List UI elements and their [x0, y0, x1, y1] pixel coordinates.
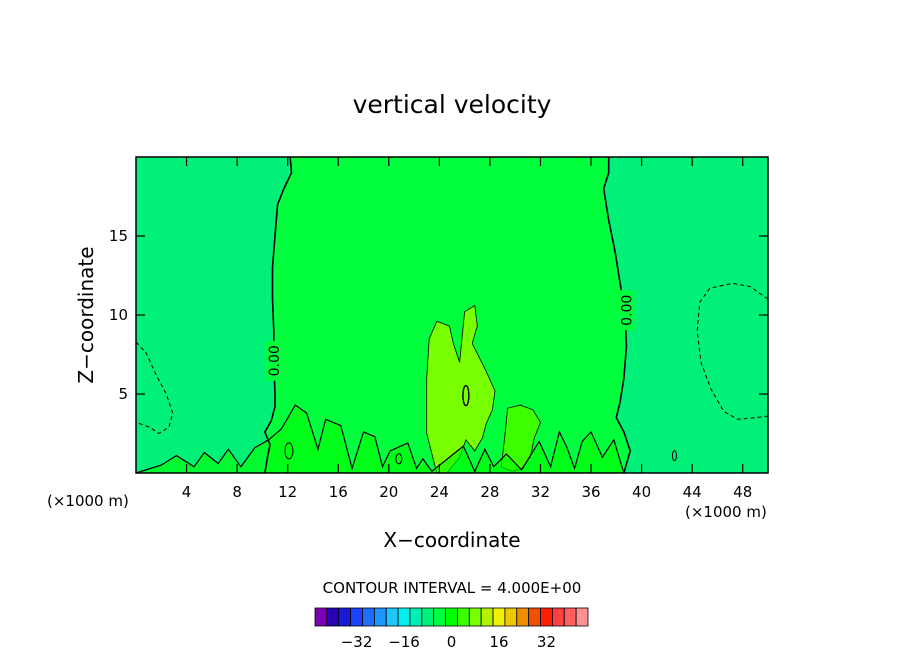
- closed-contour-small: [395, 453, 403, 465]
- x-tick-label: 8: [232, 483, 242, 501]
- x-tick-label: 36: [581, 483, 600, 501]
- colorbar-labels: −32 −16 0 16 32: [341, 633, 556, 651]
- colorbar-swatch: [528, 607, 541, 627]
- plot-area: [135, 157, 769, 474]
- chart-title: vertical velocity: [353, 90, 552, 119]
- x-tick-label: 16: [329, 483, 348, 501]
- downdraft-left: [135, 340, 174, 435]
- x-unit-left: (×1000 m): [47, 492, 129, 510]
- colorbar-swatch: [563, 607, 577, 627]
- colorbar-swatch: [326, 607, 340, 627]
- surface-contour: [135, 404, 625, 474]
- colorbar-swatch: [385, 607, 399, 627]
- zero-contour-right: [602, 157, 632, 474]
- surface-updraft-fill: [136, 405, 624, 473]
- x-tick-label: 20: [379, 483, 398, 501]
- colorbar-swatch: [338, 607, 352, 627]
- x-tick-label: 32: [531, 483, 550, 501]
- x-tick-label: 48: [733, 483, 752, 501]
- y-tick-label: 10: [109, 306, 128, 324]
- y-tick-label: 15: [109, 227, 128, 245]
- colorbar-swatch: [362, 607, 375, 627]
- x-tick-label: 4: [182, 483, 192, 501]
- colorbar-swatch: [480, 607, 494, 627]
- closed-contour-small: [671, 450, 677, 462]
- y-tick-label: 5: [118, 385, 128, 403]
- x-tick-label: 44: [683, 483, 702, 501]
- colorbar-swatch: [457, 607, 470, 627]
- x-axis: 4 8 12 16 20 24 28 32 36 40 44 48: [182, 157, 752, 501]
- x-tick-label: 24: [430, 483, 449, 501]
- colorbar-swatch: [492, 607, 506, 627]
- colorbar-label: −16: [388, 633, 420, 651]
- colorbar-swatch: [421, 607, 435, 627]
- colorbar-swatch: [468, 607, 482, 627]
- contour-label-bg: [265, 340, 282, 381]
- colorbar-swatch: [551, 607, 565, 627]
- colorbar-label: 32: [537, 633, 556, 651]
- near-zero-region: [264, 157, 631, 473]
- downdraft-right: [696, 282, 769, 420]
- x-tick-label: 12: [278, 483, 297, 501]
- x-tick-label: 28: [480, 483, 499, 501]
- x-unit-right: (×1000 m): [685, 503, 767, 521]
- colorbar-swatch: [409, 607, 423, 627]
- colorbar-swatch: [373, 607, 387, 627]
- x-tick-label: 40: [632, 483, 651, 501]
- colorbar-swatch: [350, 607, 363, 627]
- contour-label-bg: [618, 290, 635, 331]
- colorbar-swatch: [504, 607, 518, 627]
- colorbar-swatch: [314, 607, 328, 627]
- colorbar-swatch: [397, 607, 411, 627]
- closed-contour-small: [284, 442, 294, 460]
- colorbar: [314, 607, 589, 627]
- y-axis: 5 10 15: [109, 227, 768, 403]
- colorbar-label: −32: [341, 633, 373, 651]
- contour-labels: 0.00 0.00: [265, 290, 635, 381]
- closed-contour-core: [462, 384, 470, 407]
- colorbar-swatch: [516, 607, 530, 627]
- colorbar-swatch: [575, 607, 589, 627]
- colorbar-swatch: [445, 607, 458, 627]
- y-axis-label: Z−coordinate: [74, 246, 98, 383]
- colorbar-label: 0: [447, 633, 457, 651]
- contour-label: 0.00: [267, 345, 283, 376]
- contour-interval-text: CONTOUR INTERVAL = 4.000E+00: [323, 579, 582, 597]
- contour-label: 0.00: [619, 295, 635, 326]
- colorbar-swatch: [433, 607, 446, 627]
- x-axis-label: X−coordinate: [383, 528, 520, 552]
- colorbar-swatch: [540, 607, 553, 627]
- colorbar-label: 16: [489, 633, 508, 651]
